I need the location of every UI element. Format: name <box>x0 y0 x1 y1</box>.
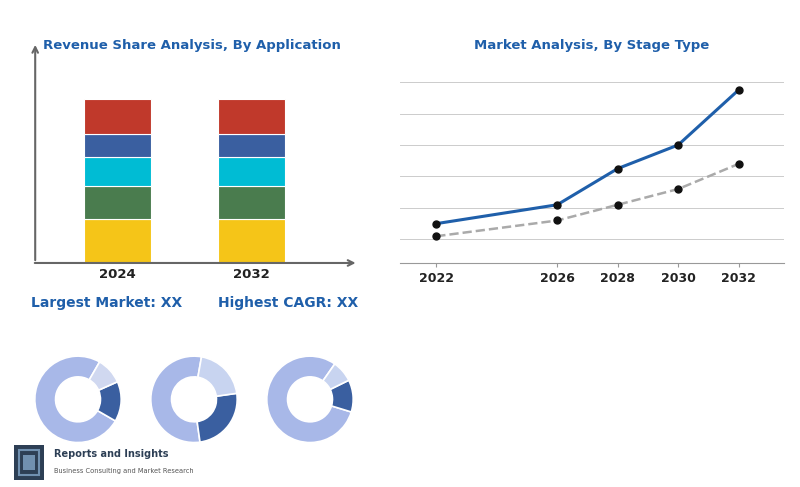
Bar <box>218 186 285 219</box>
Wedge shape <box>198 357 237 396</box>
Wedge shape <box>151 356 202 443</box>
FancyBboxPatch shape <box>14 445 43 480</box>
Text: Business Consulting and Market Research: Business Consulting and Market Research <box>54 468 194 474</box>
Bar <box>84 134 151 157</box>
FancyBboxPatch shape <box>23 455 34 470</box>
Wedge shape <box>98 382 121 421</box>
Title: Market Analysis, By Stage Type: Market Analysis, By Stage Type <box>474 39 710 52</box>
Wedge shape <box>330 380 353 412</box>
Bar <box>218 157 285 186</box>
Bar <box>84 99 151 134</box>
Text: Reports and Insights: Reports and Insights <box>54 449 168 459</box>
Wedge shape <box>35 356 115 443</box>
Text: ASIA PACIFIC ELECTRO HYDRAULIC SERVO VALVE MARKET SEGMENT ANALYSIS: ASIA PACIFIC ELECTRO HYDRAULIC SERVO VAL… <box>14 19 613 33</box>
Text: Largest Market: XX: Largest Market: XX <box>30 297 182 310</box>
Bar <box>84 219 151 263</box>
Text: Highest CAGR: XX: Highest CAGR: XX <box>218 297 358 310</box>
Wedge shape <box>323 364 349 390</box>
Bar <box>84 157 151 186</box>
Bar <box>218 219 285 263</box>
Bar <box>218 134 285 157</box>
Wedge shape <box>267 356 351 443</box>
Wedge shape <box>197 393 237 442</box>
Bar <box>84 186 151 219</box>
Wedge shape <box>90 362 118 390</box>
Bar <box>218 99 285 134</box>
Title: Revenue Share Analysis, By Application: Revenue Share Analysis, By Application <box>43 39 341 52</box>
